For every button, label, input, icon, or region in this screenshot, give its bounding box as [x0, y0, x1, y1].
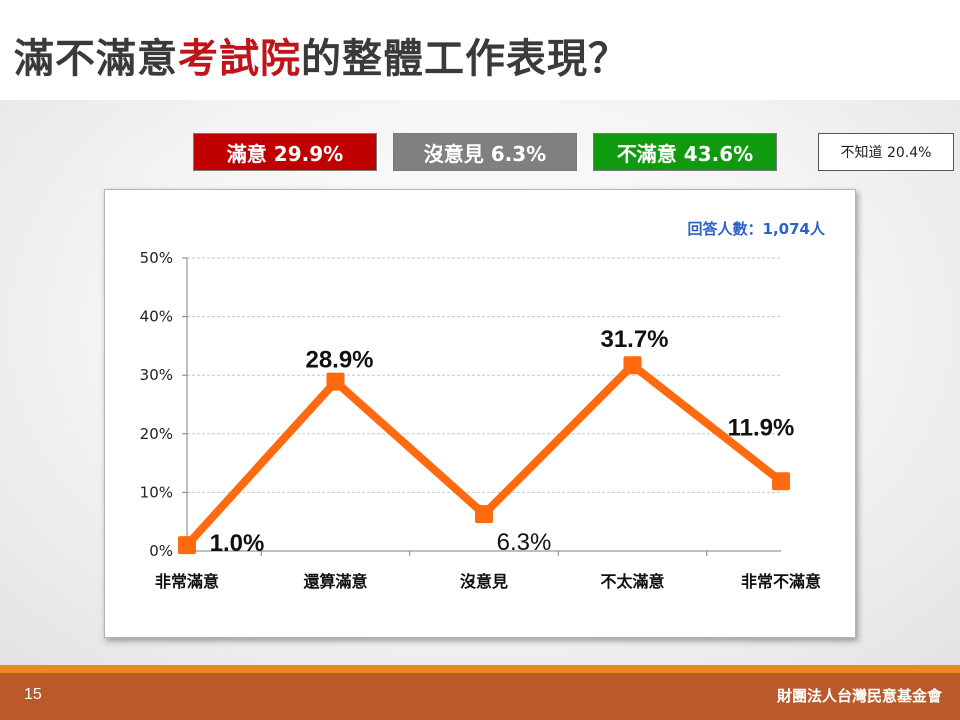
organization-name: 財團法人台灣民意基金會 [776, 687, 942, 705]
title-pre: 滿不滿意 [14, 36, 178, 82]
x-tick-label: 非常滿意 [155, 572, 219, 591]
data-point-marker [475, 505, 493, 524]
data-label: 28.9% [305, 347, 373, 374]
title-highlight: 考試院 [178, 36, 301, 82]
respondent-count-annotation: 回答人數：1,074人 [688, 220, 826, 238]
data-label: 11.9% [728, 414, 795, 441]
data-point-marker [326, 372, 345, 391]
y-tick-label: 40% [140, 308, 173, 326]
data-label: 6.3% [497, 529, 552, 556]
y-tick-label: 0% [149, 542, 173, 560]
y-tick-label: 20% [140, 425, 173, 443]
data-point-marker [178, 536, 196, 555]
summary-satisfied-badge: 滿意 29.9% [193, 133, 377, 171]
summary-unknown-badge: 不知道 20.4% [818, 133, 954, 171]
data-label: 31.7% [600, 326, 668, 353]
chart-frame: 0% 10% 20% 30% 40% 50% 非常滿意 還算滿意 沒意見 不太滿意 非常不滿意 1.0… [104, 189, 856, 638]
x-tick-label: 非常不滿意 [741, 572, 821, 591]
data-point-marker [623, 356, 642, 375]
y-tick-label: 10% [140, 483, 173, 501]
x-tick-label: 不太滿意 [600, 572, 664, 591]
line-chart: 0% 10% 20% 30% 40% 50% 非常滿意 還算滿意 沒意見 不太滿意 非常不滿意 1.0… [140, 220, 826, 591]
page-number: 15 [24, 686, 42, 703]
slide-title: 滿不滿意考試院的整體工作表現？ [14, 26, 629, 84]
title-post: 的整體工作表現？ [301, 36, 629, 82]
data-label: 1.0% [210, 530, 265, 557]
data-point-marker [772, 472, 790, 491]
x-tick-label: 還算滿意 [303, 572, 367, 591]
summary-no-opinion-badge: 沒意見 6.3% [393, 133, 577, 171]
title-area: 滿不滿意考試院的整體工作表現？ [0, 0, 960, 100]
footer-band [0, 665, 960, 720]
summary-dissatisfied-badge: 不滿意 43.6% [593, 133, 777, 171]
y-tick-label: 50% [140, 249, 173, 267]
y-tick-label: 30% [140, 366, 173, 384]
x-tick-label: 沒意見 [460, 572, 508, 591]
